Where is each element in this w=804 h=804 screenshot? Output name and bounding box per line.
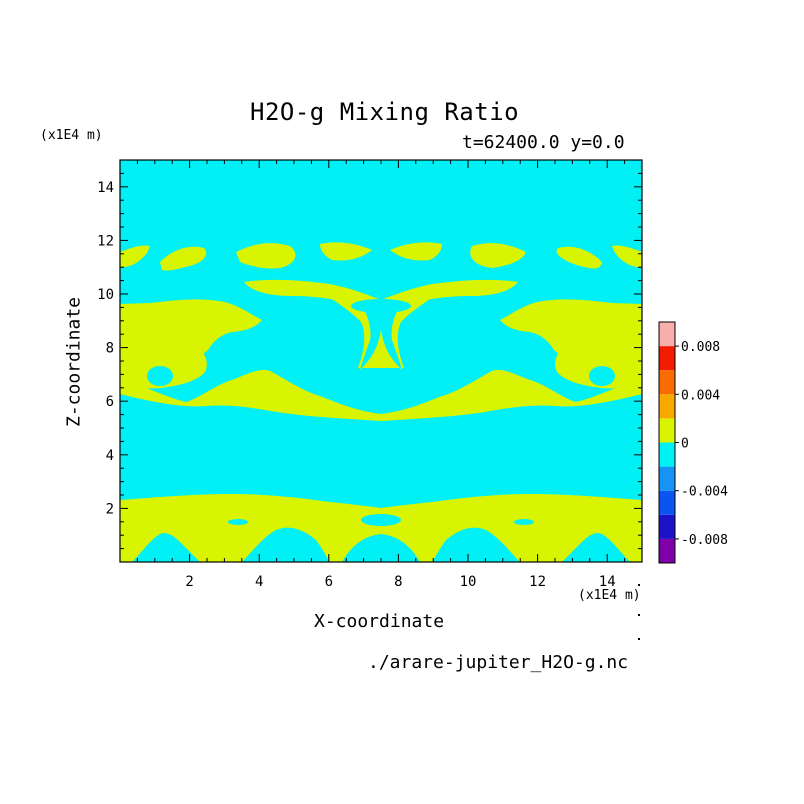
colorbar-bin (659, 538, 675, 563)
colorbar-bin (659, 466, 675, 491)
x-tick-label: 12 (529, 574, 546, 590)
chart-title: H2O-g Mixing Ratio (250, 98, 520, 126)
contour-hole (147, 366, 173, 386)
y-tick-label: 12 (97, 233, 114, 249)
contour-hole (514, 519, 534, 525)
x-tick-label: 8 (394, 574, 402, 590)
colorbar-bin (659, 394, 675, 419)
x-tick-label: 4 (255, 574, 263, 590)
contour-hole (589, 366, 615, 386)
y-tick-label: 8 (106, 341, 114, 357)
x-tick-label: 10 (460, 574, 477, 590)
contour-region-upper-wisps (120, 242, 642, 271)
contour-region-left-lobe (120, 328, 207, 389)
colorbar-tick-label: 0.004 (681, 388, 720, 403)
y-tick-label: 6 (106, 394, 114, 410)
source-filename: ./arare-jupiter_H2O-g.nc (368, 652, 629, 673)
contour-hole (351, 299, 411, 313)
colorbar-tick-label: -0.008 (681, 533, 728, 548)
contour-region-upper-band (120, 299, 642, 384)
contour-hole (361, 514, 401, 526)
x-axis-unit-label: (x1E4 m) (578, 588, 641, 603)
colorbar-bin (659, 490, 675, 515)
colorbar: 0.008 0.004 0 -0.004 -0.008 (658, 321, 728, 564)
contour-hole (228, 519, 248, 525)
y-axis-unit-label: (x1E4 m) (40, 128, 103, 143)
chart-subtitle: t=62400.0 y=0.0 (462, 132, 625, 153)
contour-region-bottom-band (120, 494, 642, 562)
colorbar-tick-label: 0.008 (681, 340, 720, 355)
contour-region-right-lobe (555, 328, 642, 389)
colorbar-bin (659, 514, 675, 539)
colorbar-bin (659, 442, 675, 467)
x-tick-label: 2 (185, 574, 193, 590)
colorbar-tick-label: 0 (681, 437, 689, 452)
x-tick-label: 14 (599, 574, 616, 590)
x-axis-label: X-coordinate (314, 611, 445, 632)
colorbar-bin (659, 418, 675, 443)
colorbar-bin (659, 322, 675, 347)
y-tick-label: 2 (106, 501, 114, 517)
plot-area: 2 4 6 8 10 12 14 2 4 6 8 10 12 14 (97, 159, 643, 590)
tick-dot (638, 584, 640, 586)
colorbar-tick-label: -0.004 (681, 485, 728, 500)
colorbar-bin (659, 370, 675, 395)
y-tick-label: 4 (106, 448, 114, 464)
tick-dot (638, 614, 640, 616)
colorbar-bin (659, 346, 675, 371)
contour-background-holes (147, 299, 615, 526)
decorative-marks (638, 584, 640, 640)
x-tick-label: 6 (325, 574, 333, 590)
y-tick-label: 10 (97, 287, 114, 303)
contour-fill-regions (120, 242, 642, 562)
contour-region-upper-ring (244, 279, 518, 312)
contour-region-central-spike (320, 290, 442, 370)
contour-region-mid-band (120, 369, 642, 421)
x-axis: 2 4 6 8 10 12 14 (136, 160, 626, 590)
y-tick-label: 14 (97, 180, 114, 196)
tick-dot (638, 638, 640, 640)
y-axis: 2 4 6 8 10 12 14 (97, 172, 642, 550)
